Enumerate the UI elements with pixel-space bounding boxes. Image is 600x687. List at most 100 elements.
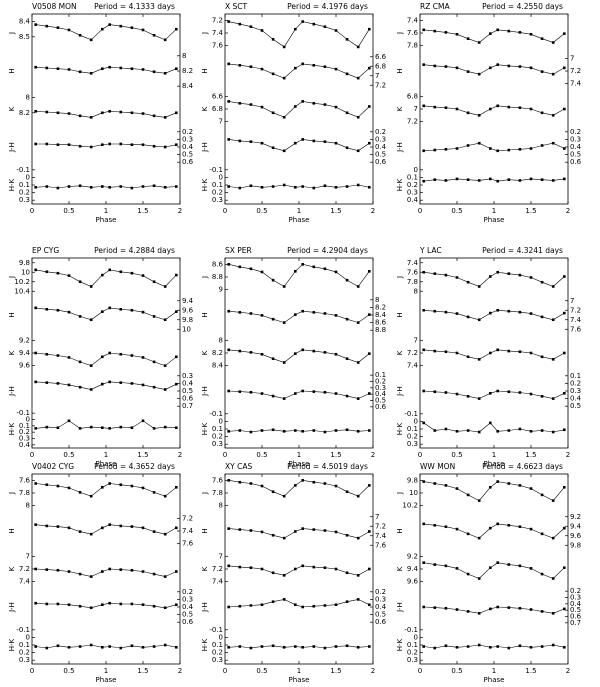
data-point: [356, 361, 360, 364]
series-label: H-K: [396, 638, 404, 651]
y-tick-label: 7.4: [570, 80, 582, 88]
y-tick-label: 0.2: [407, 181, 418, 189]
data-point: [56, 111, 60, 115]
y-tick-label: 9.2: [407, 552, 418, 560]
data-point: [518, 65, 522, 68]
series-label: H-K: [201, 638, 209, 651]
y-tick-label: 0.2: [182, 588, 193, 596]
data-point: [238, 480, 242, 484]
data-point: [323, 65, 327, 69]
data-point: [529, 567, 533, 570]
data-point: [507, 349, 511, 353]
data-point: [334, 185, 338, 189]
series-label: H: [201, 528, 209, 533]
data-point: [141, 419, 145, 423]
data-point: [152, 144, 156, 148]
data-point: [529, 645, 533, 649]
data-point: [89, 494, 93, 498]
data-point: [249, 646, 253, 650]
x-tick-label: 1: [104, 207, 108, 215]
data-point: [466, 610, 470, 613]
y-tick-label: 8.2: [375, 303, 386, 311]
data-point: [529, 312, 533, 315]
data-point: [518, 350, 522, 354]
data-point: [466, 532, 470, 536]
data-point: [101, 143, 104, 147]
data-point: [356, 397, 360, 400]
series-label: H: [8, 528, 16, 533]
data-point: [323, 267, 327, 271]
data-point: [175, 486, 178, 489]
data-point: [551, 612, 555, 615]
data-point: [563, 391, 566, 395]
y-tick-label: 8: [26, 94, 30, 102]
data-point: [422, 149, 425, 153]
y-tick-label: 7.6: [407, 29, 419, 37]
data-point: [433, 482, 437, 485]
data-point: [249, 25, 253, 28]
data-point: [34, 65, 37, 69]
y-tick-label: 8.6: [375, 319, 387, 327]
data-point: [477, 397, 481, 400]
data-point: [422, 63, 425, 66]
y-tick-label: 0.4: [182, 143, 194, 151]
data-point: [323, 529, 327, 532]
y-tick-label: 0.3: [570, 387, 581, 395]
y-tick-label: 0.5: [375, 611, 386, 619]
data-point: [455, 351, 459, 355]
plot-frame: [31, 13, 181, 205]
data-point: [477, 179, 481, 182]
data-point: [496, 480, 499, 483]
data-point: [563, 107, 566, 111]
data-point: [551, 577, 555, 580]
y-tick-label: 7: [375, 513, 379, 521]
y-tick-label: 9.2: [570, 513, 581, 521]
y-tick-label: 0.4: [375, 143, 387, 151]
data-point: [130, 568, 134, 572]
data-point: [356, 645, 360, 649]
data-point: [260, 314, 264, 317]
data-point: [249, 312, 253, 315]
data-point: [227, 138, 230, 141]
data-point: [444, 564, 448, 568]
data-point: [152, 604, 156, 608]
x-tick-label: 1.5: [137, 667, 148, 675]
data-point: [334, 484, 338, 488]
y-tick-label: 7.2: [182, 514, 193, 522]
data-point: [249, 351, 253, 354]
data-point: [540, 280, 544, 284]
data-point: [496, 308, 499, 312]
data-point: [271, 357, 275, 360]
data-point: [489, 607, 492, 611]
data-point: [238, 265, 242, 269]
data-point: [238, 349, 242, 353]
y-tick-label: 0: [414, 166, 418, 174]
series-label: H-K: [396, 422, 404, 435]
data-point: [345, 571, 349, 575]
data-point: [507, 482, 511, 485]
data-point: [67, 143, 71, 147]
x-tick-label: 1.5: [330, 451, 341, 459]
series-label: H: [396, 312, 404, 317]
data-point: [119, 185, 123, 188]
data-point: [422, 421, 425, 425]
y-tick-label: 8.4: [19, 18, 31, 26]
data-point: [433, 148, 437, 152]
data-point: [67, 274, 71, 277]
data-point: [67, 486, 71, 490]
data-point: [518, 427, 522, 431]
data-point: [334, 603, 338, 607]
data-point: [294, 392, 297, 395]
data-point: [45, 425, 49, 429]
y-tick-label: 0.5: [570, 606, 581, 614]
data-point: [334, 29, 338, 32]
fit-curve: [35, 269, 177, 287]
series-label: J-H: [8, 386, 16, 397]
data-point: [323, 351, 327, 354]
data-point: [175, 273, 178, 277]
data-point: [356, 115, 360, 119]
x-tick-label: 0: [418, 451, 422, 459]
fit-curve: [228, 21, 370, 48]
data-point: [433, 349, 437, 353]
data-point: [45, 483, 49, 487]
